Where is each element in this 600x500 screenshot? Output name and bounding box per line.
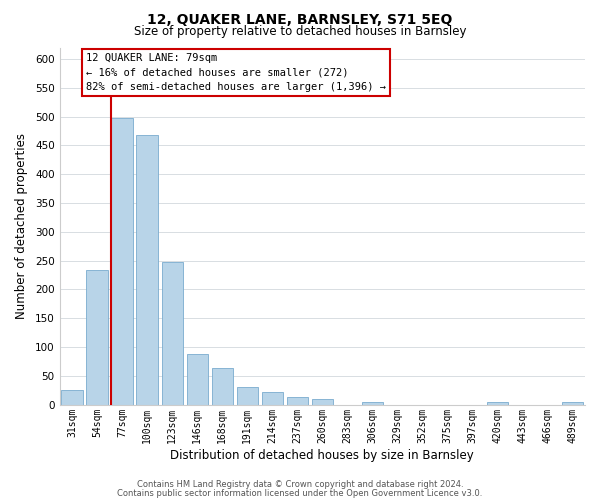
Bar [562,402,583,404]
Bar [212,368,233,405]
Bar [236,388,258,404]
Bar [112,118,133,405]
Bar [61,390,83,404]
Text: Contains public sector information licensed under the Open Government Licence v3: Contains public sector information licen… [118,488,482,498]
Bar [262,392,283,404]
Bar [311,399,333,404]
X-axis label: Distribution of detached houses by size in Barnsley: Distribution of detached houses by size … [170,450,474,462]
Text: Contains HM Land Registry data © Crown copyright and database right 2024.: Contains HM Land Registry data © Crown c… [137,480,463,489]
Y-axis label: Number of detached properties: Number of detached properties [15,133,28,319]
Text: 12 QUAKER LANE: 79sqm
← 16% of detached houses are smaller (272)
82% of semi-det: 12 QUAKER LANE: 79sqm ← 16% of detached … [86,53,386,92]
Bar [487,402,508,404]
Bar [161,262,183,404]
Bar [136,135,158,404]
Bar [187,354,208,405]
Text: 12, QUAKER LANE, BARNSLEY, S71 5EQ: 12, QUAKER LANE, BARNSLEY, S71 5EQ [148,12,452,26]
Bar [362,402,383,404]
Bar [86,270,108,404]
Bar [287,397,308,404]
Text: Size of property relative to detached houses in Barnsley: Size of property relative to detached ho… [134,25,466,38]
